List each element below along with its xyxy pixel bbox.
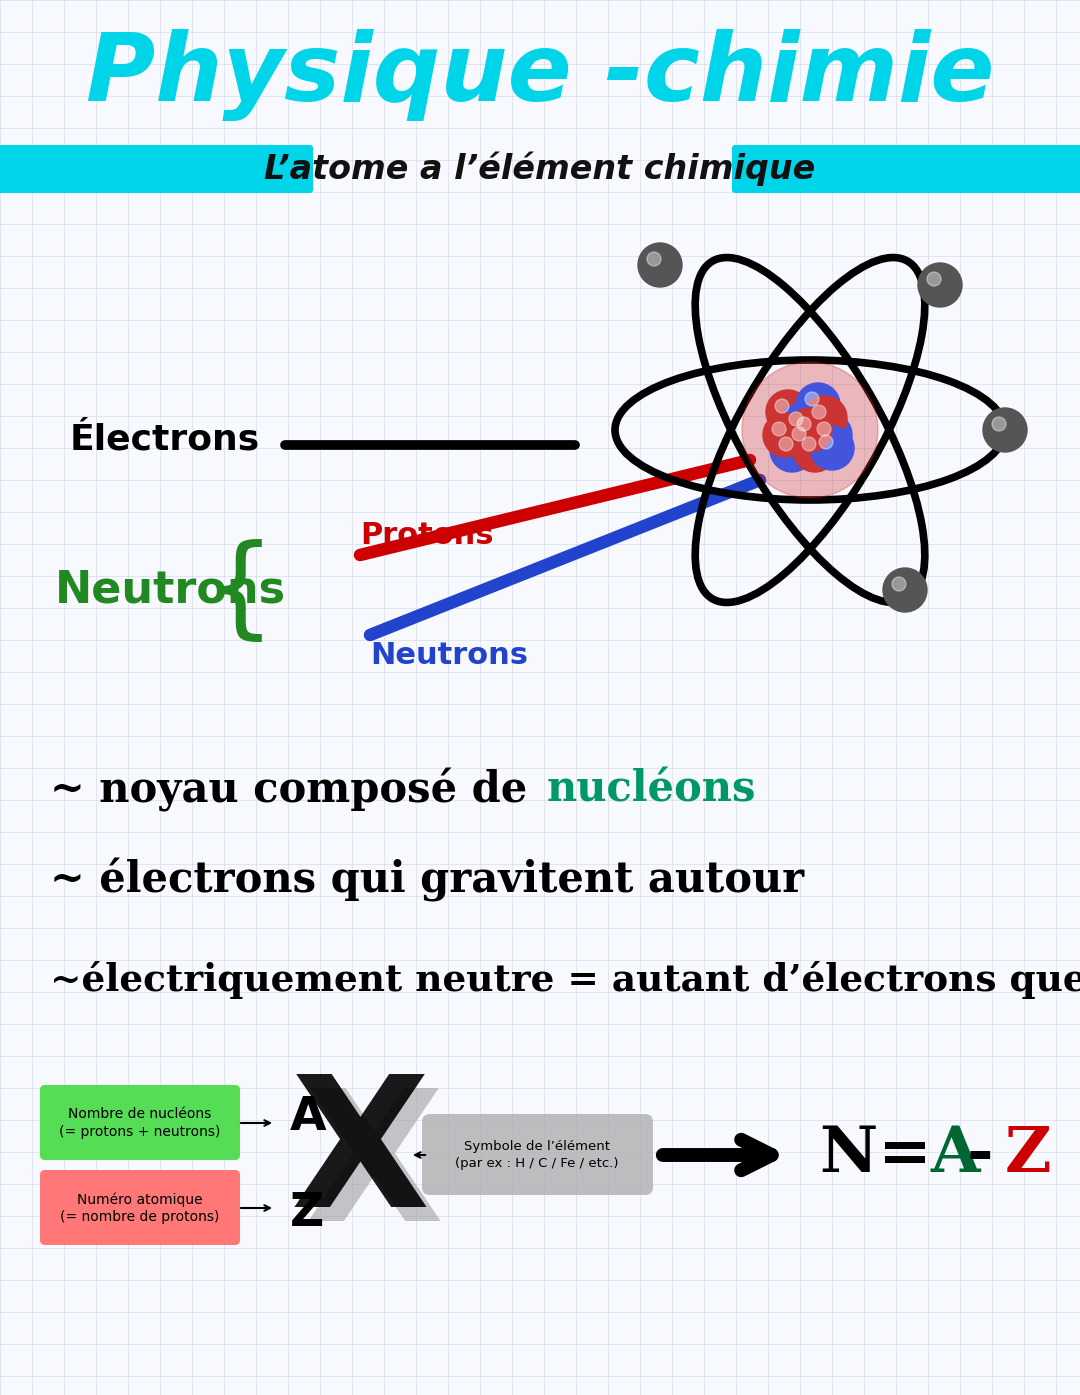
Circle shape <box>892 578 906 591</box>
Circle shape <box>770 428 814 472</box>
Text: ~électriquement neutre = autant d’électrons que de protons: ~électriquement neutre = autant d’électr… <box>50 961 1080 999</box>
Text: A: A <box>930 1124 980 1186</box>
Circle shape <box>780 403 824 446</box>
Circle shape <box>793 428 837 472</box>
Text: Physique -chimie: Physique -chimie <box>85 29 995 121</box>
Text: ~ noyau composé de: ~ noyau composé de <box>50 769 542 812</box>
Circle shape <box>808 413 852 458</box>
FancyBboxPatch shape <box>40 1170 240 1244</box>
Circle shape <box>647 252 661 266</box>
FancyBboxPatch shape <box>422 1115 653 1196</box>
Text: Z: Z <box>291 1190 324 1236</box>
Circle shape <box>927 272 941 286</box>
FancyBboxPatch shape <box>732 145 1080 193</box>
Circle shape <box>789 412 804 425</box>
Text: Symbole de l’élément
(par ex : H / C / Fe / etc.): Symbole de l’élément (par ex : H / C / F… <box>456 1140 619 1170</box>
Text: X: X <box>305 1083 444 1260</box>
Circle shape <box>812 405 826 418</box>
Text: Z: Z <box>1005 1124 1052 1186</box>
Text: Électrons: Électrons <box>70 423 260 458</box>
Circle shape <box>792 427 806 441</box>
Circle shape <box>783 418 827 462</box>
Text: {: { <box>204 540 275 646</box>
Circle shape <box>775 399 789 413</box>
FancyBboxPatch shape <box>40 1085 240 1161</box>
Text: Nombre de nucléons
(= protons + neutrons): Nombre de nucléons (= protons + neutrons… <box>59 1108 220 1138</box>
Text: nucléons: nucléons <box>546 769 756 810</box>
Circle shape <box>797 417 811 431</box>
Text: Neutrons: Neutrons <box>370 640 528 670</box>
Circle shape <box>772 423 786 437</box>
Circle shape <box>804 396 847 439</box>
Circle shape <box>766 391 810 434</box>
Text: Protons: Protons <box>360 520 494 550</box>
Circle shape <box>918 264 962 307</box>
Text: Numéro atomique
(= nombre de protons): Numéro atomique (= nombre de protons) <box>60 1193 219 1223</box>
Circle shape <box>742 361 878 498</box>
Text: ~ électrons qui gravitent autour: ~ électrons qui gravitent autour <box>50 858 805 903</box>
Text: Neutrons: Neutrons <box>55 569 286 611</box>
Circle shape <box>796 384 840 427</box>
Circle shape <box>993 417 1005 431</box>
Circle shape <box>788 407 832 452</box>
Text: X: X <box>291 1069 430 1244</box>
Text: N=: N= <box>820 1124 954 1186</box>
Text: A: A <box>291 1095 326 1141</box>
Text: L’atome a l’élément chimique: L’atome a l’élément chimique <box>265 152 815 187</box>
Circle shape <box>638 243 681 287</box>
Circle shape <box>762 413 807 458</box>
Circle shape <box>816 423 831 437</box>
Text: -: - <box>967 1124 1016 1186</box>
Circle shape <box>819 435 833 449</box>
FancyBboxPatch shape <box>0 145 313 193</box>
Circle shape <box>779 437 793 451</box>
Circle shape <box>883 568 927 612</box>
Circle shape <box>983 407 1027 452</box>
Circle shape <box>802 437 816 451</box>
Circle shape <box>805 392 819 406</box>
Circle shape <box>810 425 854 470</box>
